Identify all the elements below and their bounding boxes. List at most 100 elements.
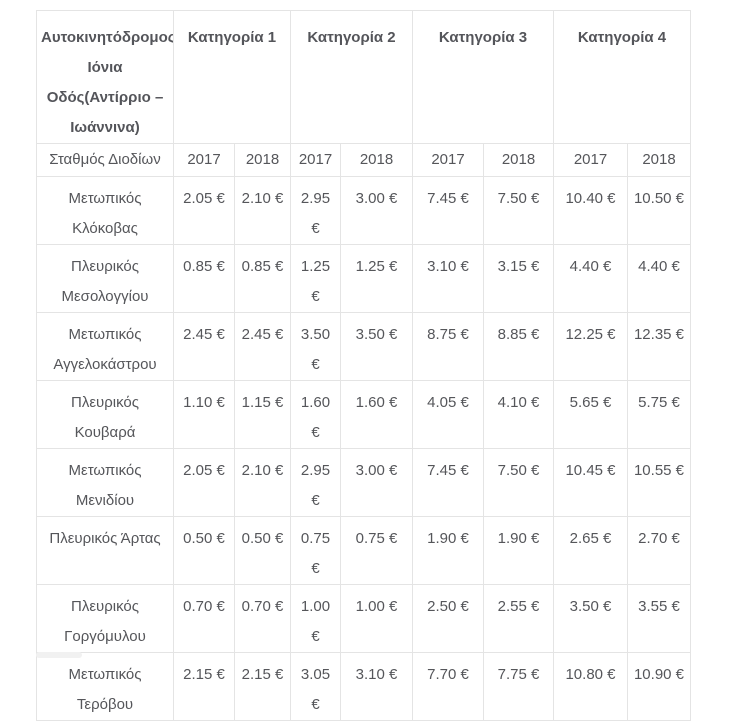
station-name: Μετωπικός Αγγελοκάστρου (36, 312, 174, 381)
price-cell: 0.70 € (173, 584, 235, 653)
price-cell: 0.70 € (234, 584, 291, 653)
station-name: Πλευρικός Μεσολογγίου (36, 244, 174, 313)
category-1-header: Κατηγορία 1 (173, 10, 291, 144)
price-cell: 1.00 € (340, 584, 413, 653)
table-row: Πλευρικός Μεσολογγίου 0.85 € 0.85 € 1.25… (36, 244, 691, 313)
price-cell: 2.05 € (173, 448, 235, 517)
price-cell: 10.50 € (627, 176, 691, 245)
price-cell: 0.75 € (340, 516, 413, 585)
station-name: Πλευρικός Άρτας (36, 516, 174, 585)
price-cell: 2.50 € (412, 584, 484, 653)
price-cell: 0.50 € (234, 516, 291, 585)
station-column-header: Σταθμός Διοδίων (36, 143, 174, 177)
price-cell: 2.10 € (234, 176, 291, 245)
price-cell: 7.50 € (483, 448, 554, 517)
price-cell: 0.50 € (173, 516, 235, 585)
road-title-line: Οδός(Αντίρριο – (46, 89, 164, 106)
year-header: 2018 (234, 143, 291, 177)
table-row: Μετωπικός Τερόβου 2.15 € 2.15 € 3.05 € 3… (36, 652, 691, 721)
price-cell: 3.55 € (627, 584, 691, 653)
price-cell: 2.70 € (627, 516, 691, 585)
price-cell: 10.40 € (553, 176, 628, 245)
station-name: Μετωπικός Τερόβου (36, 652, 174, 721)
price-cell: 10.80 € (553, 652, 628, 721)
table-row: Πλευρικός Κουβαρά 1.10 € 1.15 € 1.60 € 1… (36, 380, 691, 449)
price-cell: 4.40 € (553, 244, 628, 313)
category-3-header: Κατηγορία 3 (412, 10, 554, 144)
price-cell: 2.15 € (173, 652, 235, 721)
price-cell: 2.95 € (290, 176, 341, 245)
price-cell: 4.10 € (483, 380, 554, 449)
table-row: Μετωπικός Κλόκοβας 2.05 € 2.10 € 2.95 € … (36, 176, 691, 245)
table-row: Πλευρικός Γοργόμυλου 0.70 € 0.70 € 1.00 … (36, 584, 691, 653)
road-title-line: Ιωάννινα) (70, 119, 140, 136)
price-cell: 1.60 € (340, 380, 413, 449)
year-header: 2018 (340, 143, 413, 177)
price-cell: 2.45 € (173, 312, 235, 381)
price-cell: 7.75 € (483, 652, 554, 721)
price-cell: 7.45 € (412, 176, 484, 245)
table-scrollbar-remnant (36, 652, 82, 658)
price-cell: 1.15 € (234, 380, 291, 449)
road-title-cell: Αυτοκινητόδρομος Ιόνια Οδός(Αντίρριο – Ι… (36, 10, 174, 144)
station-name: Μετωπικός Μενιδίου (36, 448, 174, 517)
price-cell: 3.10 € (412, 244, 484, 313)
price-cell: 12.25 € (553, 312, 628, 381)
price-cell: 1.90 € (483, 516, 554, 585)
price-cell: 2.05 € (173, 176, 235, 245)
category-2-header: Κατηγορία 2 (290, 10, 413, 144)
price-cell: 8.75 € (412, 312, 484, 381)
price-cell: 0.85 € (234, 244, 291, 313)
price-cell: 2.15 € (234, 652, 291, 721)
price-cell: 1.90 € (412, 516, 484, 585)
year-header: 2017 (412, 143, 484, 177)
price-cell: 10.45 € (553, 448, 628, 517)
price-cell: 3.50 € (290, 312, 341, 381)
price-cell: 10.55 € (627, 448, 691, 517)
category-header-row: Αυτοκινητόδρομος Ιόνια Οδός(Αντίρριο – Ι… (36, 10, 691, 144)
price-cell: 4.05 € (412, 380, 484, 449)
price-cell: 2.55 € (483, 584, 554, 653)
price-cell: 0.75 € (290, 516, 341, 585)
year-header: 2018 (483, 143, 554, 177)
year-header: 2017 (173, 143, 235, 177)
station-name: Πλευρικός Γοργόμυλου (36, 584, 174, 653)
toll-table-container: Αυτοκινητόδρομος Ιόνια Οδός(Αντίρριο – Ι… (36, 10, 691, 721)
price-cell: 1.00 € (290, 584, 341, 653)
toll-prices-table: Αυτοκινητόδρομος Ιόνια Οδός(Αντίρριο – Ι… (36, 10, 691, 721)
price-cell: 3.00 € (340, 176, 413, 245)
station-name: Πλευρικός Κουβαρά (36, 380, 174, 449)
road-title-line: Αυτοκινητόδρομος (41, 29, 174, 46)
price-cell: 1.60 € (290, 380, 341, 449)
price-cell: 7.50 € (483, 176, 554, 245)
price-cell: 8.85 € (483, 312, 554, 381)
year-header: 2018 (627, 143, 691, 177)
price-cell: 2.65 € (553, 516, 628, 585)
price-cell: 3.50 € (340, 312, 413, 381)
price-cell: 2.95 € (290, 448, 341, 517)
price-cell: 1.25 € (340, 244, 413, 313)
price-cell: 10.90 € (627, 652, 691, 721)
price-cell: 4.40 € (627, 244, 691, 313)
category-4-header: Κατηγορία 4 (553, 10, 691, 144)
price-cell: 3.10 € (340, 652, 413, 721)
year-header: 2017 (553, 143, 628, 177)
price-cell: 7.70 € (412, 652, 484, 721)
price-cell: 3.00 € (340, 448, 413, 517)
price-cell: 3.05 € (290, 652, 341, 721)
price-cell: 1.25 € (290, 244, 341, 313)
price-cell: 5.65 € (553, 380, 628, 449)
price-cell: 2.45 € (234, 312, 291, 381)
price-cell: 3.50 € (553, 584, 628, 653)
road-title-line: Ιόνια (87, 59, 123, 76)
price-cell: 0.85 € (173, 244, 235, 313)
price-cell: 2.10 € (234, 448, 291, 517)
year-header: 2017 (290, 143, 341, 177)
station-name: Μετωπικός Κλόκοβας (36, 176, 174, 245)
price-cell: 3.15 € (483, 244, 554, 313)
table-row: Μετωπικός Αγγελοκάστρου 2.45 € 2.45 € 3.… (36, 312, 691, 381)
price-cell: 1.10 € (173, 380, 235, 449)
table-row: Πλευρικός Άρτας 0.50 € 0.50 € 0.75 € 0.7… (36, 516, 691, 585)
year-header-row: Σταθμός Διοδίων 2017 2018 2017 2018 2017… (36, 143, 691, 177)
price-cell: 12.35 € (627, 312, 691, 381)
